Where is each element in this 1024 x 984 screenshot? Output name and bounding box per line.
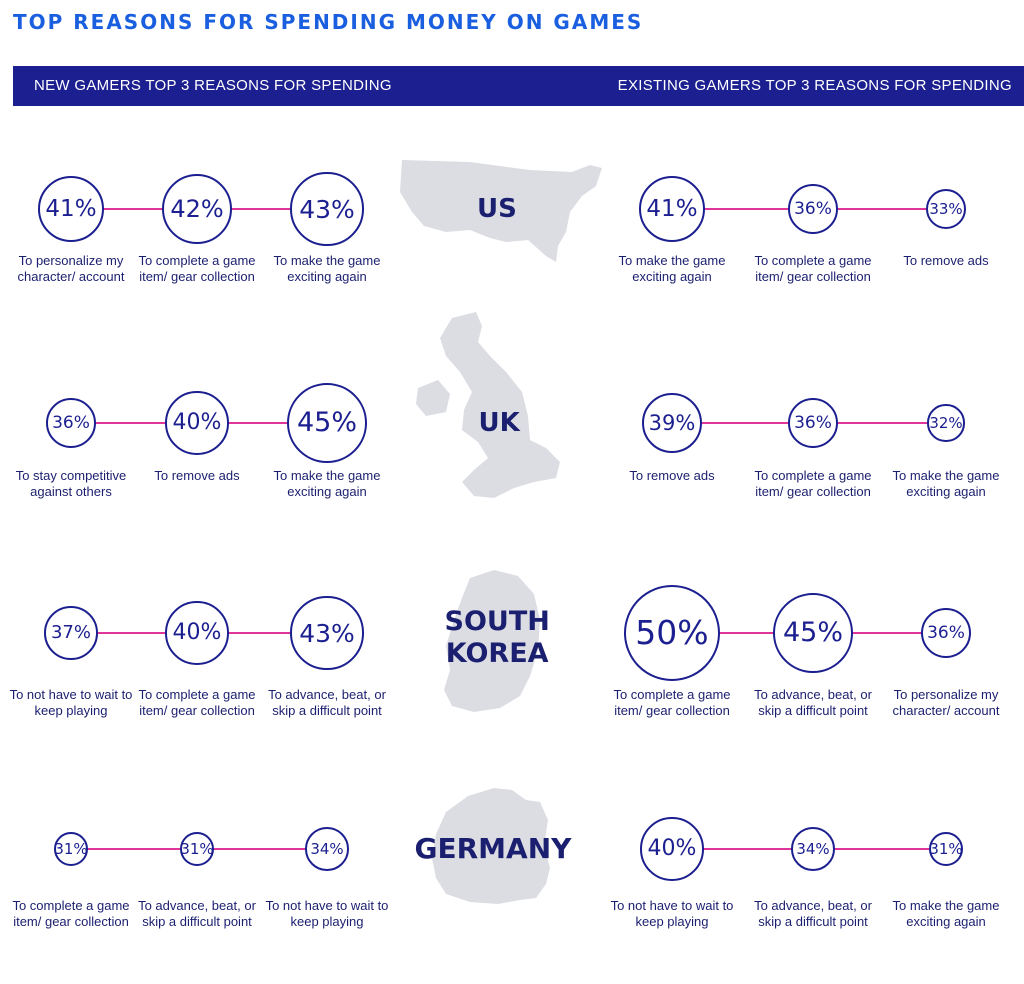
south-korea-existing-reason-label: To advance, beat, or skip a difficult po…	[754, 687, 872, 718]
column-header-banner: NEW GAMERS TOP 3 REASONS FOR SPENDING EX…	[13, 66, 1024, 106]
germany-new-reason-label: To not have to wait to keep playing	[265, 898, 389, 929]
uk-country-label: UK	[478, 407, 520, 438]
uk-new-value-bubble: 45%	[286, 382, 368, 464]
south-korea-new-reason-label: To complete a game item/ gear collection	[138, 687, 256, 718]
germany-new-value-bubble: 31%	[180, 832, 214, 866]
uk-existing-value-bubble: 36%	[787, 397, 839, 449]
uk-map-icon	[416, 312, 560, 498]
uk-existing-reason-label: To remove ads	[629, 468, 715, 483]
south-korea-country-label: SOUTH KOREA	[444, 605, 550, 669]
south-korea-map-icon	[444, 570, 540, 712]
germany-new-reason-label: To advance, beat, or skip a difficult po…	[138, 898, 256, 929]
south-korea-existing-reason-label: To complete a game item/ gear collection	[613, 687, 731, 718]
south-korea-new-reason-label: To not have to wait to keep playing	[9, 687, 133, 718]
uk-new-value-bubble: 40%	[165, 391, 229, 455]
us-new-value-bubble: 43%	[290, 172, 364, 246]
germany-map-icon	[432, 788, 550, 904]
germany-existing-reason-label: To advance, beat, or skip a difficult po…	[754, 898, 872, 929]
us-new-value-bubble: 42%	[161, 173, 233, 245]
germany-existing-value-bubble: 34%	[791, 827, 835, 871]
uk-existing-reason-label: To complete a game item/ gear collection	[754, 468, 872, 499]
us-new-value-bubble: 41%	[37, 175, 105, 243]
uk-existing-reason-label: To make the game exciting again	[892, 468, 1000, 499]
uk-new-reason-label: To remove ads	[154, 468, 240, 483]
page-title: TOP REASONS FOR SPENDING MONEY ON GAMES	[13, 10, 644, 34]
us-new-reason-label: To make the game exciting again	[273, 253, 381, 284]
south-korea-new-value-bubble: 40%	[165, 601, 229, 665]
us-country-label: US	[477, 193, 517, 224]
germany-new-value-bubble: 31%	[54, 832, 88, 866]
us-existing-reason-label: To remove ads	[903, 253, 989, 268]
germany-existing-value-bubble: 40%	[640, 817, 704, 881]
us-existing-value-bubble: 41%	[638, 175, 706, 243]
us-map-icon	[400, 160, 602, 262]
south-korea-new-value-bubble: 37%	[44, 606, 98, 660]
germany-existing-value-bubble: 31%	[929, 832, 963, 866]
us-existing-reason-label: To complete a game item/ gear collection	[754, 253, 872, 284]
uk-existing-value-bubble: 32%	[927, 404, 965, 442]
us-new-reason-label: To personalize my character/ account	[17, 253, 125, 284]
us-new-reason-label: To complete a game item/ gear collection	[138, 253, 256, 284]
uk-existing-value-bubble: 39%	[641, 392, 703, 454]
us-existing-value-bubble: 36%	[787, 183, 839, 235]
us-existing-reason-label: To make the game exciting again	[618, 253, 726, 284]
germany-existing-reason-label: To make the game exciting again	[892, 898, 1000, 929]
uk-new-reason-label: To make the game exciting again	[273, 468, 381, 499]
south-korea-new-reason-label: To advance, beat, or skip a difficult po…	[268, 687, 386, 718]
germany-existing-reason-label: To not have to wait to keep playing	[610, 898, 734, 929]
south-korea-existing-value-bubble: 50%	[623, 584, 721, 682]
us-existing-value-bubble: 33%	[925, 188, 967, 230]
new-gamers-header: NEW GAMERS TOP 3 REASONS FOR SPENDING	[34, 77, 392, 94]
existing-gamers-header: EXISTING GAMERS TOP 3 REASONS FOR SPENDI…	[617, 77, 1012, 94]
south-korea-existing-reason-label: To personalize my character/ account	[892, 687, 1000, 718]
south-korea-new-value-bubble: 43%	[290, 596, 364, 670]
germany-new-reason-label: To complete a game item/ gear collection	[12, 898, 130, 929]
uk-new-value-bubble: 36%	[45, 397, 97, 449]
south-korea-existing-value-bubble: 45%	[772, 592, 854, 674]
germany-country-label: GERMANY	[414, 832, 572, 865]
germany-new-value-bubble: 34%	[305, 827, 349, 871]
uk-new-reason-label: To stay competitive against others	[15, 468, 127, 499]
south-korea-existing-value-bubble: 36%	[920, 607, 972, 659]
